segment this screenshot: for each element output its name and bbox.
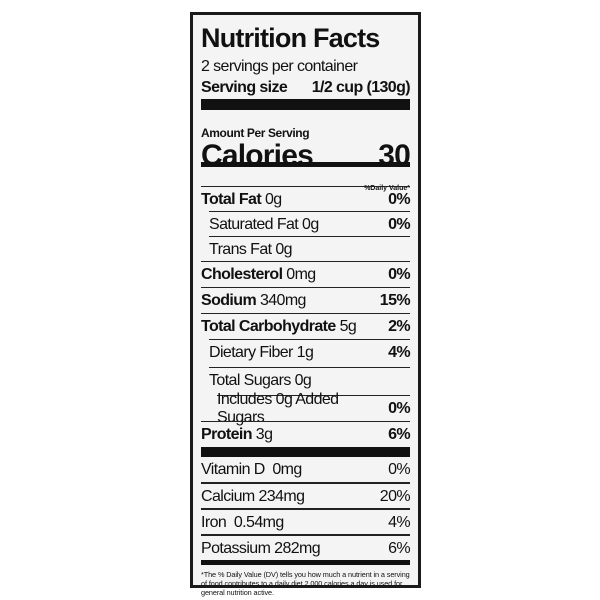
calories-value: 30 [378,139,411,172]
nutrient-amount: 0g [294,371,312,389]
vitamin-name: Calcium [201,487,255,505]
nutrient-row-sodium: Sodium 340mg 15% [201,287,411,313]
nutrient-name: Protein [201,425,253,443]
medium-divider [201,162,410,167]
nutrient-amount: 0mg [286,265,316,283]
nutrient-amount: 340mg [259,291,307,309]
calories-label: Calories [201,139,314,172]
amount-per-serving: Amount Per Serving [201,126,310,140]
nutrient-dv: 0% [388,215,411,233]
nutrient-row-total-carbohydrate: Total Carbohydrate 5g 2% [201,313,411,339]
nutrient-amount: 0g [264,190,282,208]
thick-divider [201,99,410,110]
nutrient-amount: 0g [302,215,319,233]
nutrient-row-saturated-fat: Saturated Fat 0g 0% [209,211,411,237]
nutrient-name: Total Sugars [209,371,291,389]
vitamin-row-calcium: Calcium 234mg 20% [201,482,411,509]
footnote: *The % Daily Value (DV) tells you how mu… [201,570,410,597]
nutrient-amount: 3g [255,425,273,443]
label-title: Nutrition Facts [201,23,380,53]
vitamin-name: Vitamin D [201,460,265,478]
nutrient-row-cholesterol: Cholesterol 0mg 0% [201,261,411,287]
nutrient-name: Cholesterol [201,265,283,283]
vitamin-dv: 6% [388,539,411,557]
nutrient-name: Sodium [201,291,257,309]
vitamin-name: Iron [201,513,227,531]
nutrient-dv: 4% [388,343,411,361]
nutrient-row-protein: Protein 3g 6% [201,421,411,447]
vitamin-amount: 282mg [274,539,321,557]
vitamin-dv: 0% [388,460,411,478]
vitamin-name: Potassium [201,539,271,557]
nutrient-name: Total Carbohydrate [201,317,336,335]
calories-row: Calories 30 [201,139,411,173]
vitamin-row-vitamin-d: Vitamin D 0mg 0% [201,457,411,482]
nutrient-amount: 1g [296,343,314,361]
nutrient-dv: 0% [388,399,411,417]
vitamin-row-iron: Iron 0.54mg 4% [201,508,411,535]
vitamin-amount: 0mg [272,460,302,478]
daily-value-header: %Daily Value* [364,185,410,192]
nutrient-name: Dietary Fiber [209,343,293,361]
vitamin-dv: 4% [388,513,411,531]
nutrient-dv: 6% [388,425,411,443]
nutrient-dv: 15% [379,291,411,309]
nutrient-row-total-sugars: Total Sugars 0g [209,367,410,393]
nutrient-name: Total Fat [201,190,262,208]
nutrition-facts-label: Nutrition Facts 2 servings per container… [190,12,421,597]
serving-size: Serving size 1/2 cup (130g) [201,79,411,97]
nutrient-row-total-fat: Total Fat 0g 0% [201,186,411,212]
medium-divider [201,560,410,565]
nutrient-row-trans-fat: Trans Fat 0g [209,236,410,262]
nutrient-amount: 0g [275,240,292,258]
vitamin-amount: 0.54mg [233,513,284,531]
nutrient-name: Trans Fat [209,240,272,258]
nutrient-dv: 0% [388,190,411,208]
serving-size-label: Serving size [201,79,288,96]
nutrient-row-dietary-fiber: Dietary Fiber 1g 4% [209,339,411,365]
nutrient-amount: 5g [339,317,357,335]
vitamin-row-potassium: Potassium 282mg 6% [201,534,411,561]
vitamin-dv: 20% [379,487,411,505]
vitamin-amount: 234mg [258,487,305,505]
nutrient-dv: 0% [388,265,411,283]
thick-divider [201,447,410,457]
serving-size-value: 1/2 cup (130g) [311,79,411,96]
nutrient-name: Includes [217,390,272,408]
nutrient-row-added-sugars: Includes 0g Added Sugars 0% [217,391,411,426]
nutrient-name: Saturated Fat [209,215,299,233]
servings-per-container: 2 servings per container [201,58,358,75]
nutrient-dv: 2% [388,317,411,335]
